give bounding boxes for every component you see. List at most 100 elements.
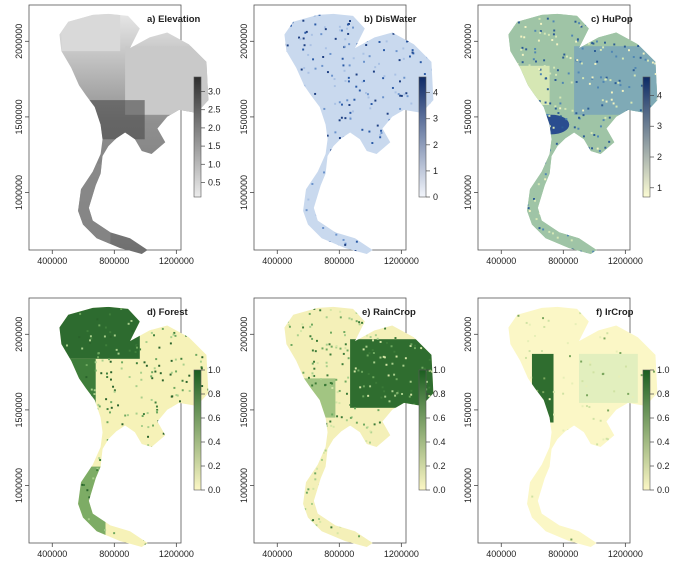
raster-cell: [311, 337, 314, 340]
raster-cell: [358, 535, 360, 538]
colorbar-tick-label: 2: [657, 152, 662, 162]
raster-cell: [402, 47, 405, 50]
raster-cell: [646, 198, 648, 201]
raster-cell: [322, 451, 325, 454]
raster-cell: [427, 36, 430, 39]
raster-cell: [534, 252, 537, 254]
raster-cell: [342, 352, 345, 355]
raster-cell: [323, 26, 326, 29]
raster-cell: [368, 352, 371, 355]
raster-cell: [623, 45, 626, 48]
raster-cell: [665, 55, 667, 57]
raster-cell: [598, 149, 601, 152]
raster-cell: [654, 62, 657, 65]
raster-cell: [98, 457, 101, 460]
raster-cell: [651, 54, 654, 57]
raster-cell: [658, 137, 660, 139]
raster-cell: [553, 29, 556, 32]
raster-cell: [173, 386, 176, 389]
raster-cell: [379, 133, 382, 136]
raster-cell: [537, 39, 540, 42]
raster-cell: [373, 423, 376, 426]
raster-cell: [594, 257, 596, 259]
raster-cell: [373, 361, 376, 364]
colorbar-tick-label: 0.2: [208, 461, 221, 471]
raster-cell: [577, 71, 580, 74]
raster-cell: [344, 242, 347, 245]
raster-cell: [354, 367, 357, 370]
raster-cell: [310, 520, 313, 522]
raster-cell: [135, 362, 138, 365]
raster-cell: [153, 367, 156, 370]
raster-cell: [442, 219, 444, 221]
raster-cell: [534, 47, 537, 50]
raster-cell: [647, 238, 650, 241]
raster-cell: [211, 523, 213, 525]
raster-cell: [530, 376, 533, 379]
raster-cell: [521, 53, 524, 56]
raster-cell: [414, 208, 417, 211]
raster-cell: [632, 34, 635, 37]
raster-cell: [170, 359, 173, 362]
raster-cell: [410, 102, 413, 105]
raster-cell: [394, 73, 397, 76]
raster-cell: [636, 128, 639, 130]
raster-cell: [636, 16, 639, 19]
raster-cell: [316, 362, 319, 365]
raster-cell: [346, 27, 349, 30]
raster-cell: [562, 429, 565, 432]
raster-cell: [606, 332, 609, 335]
raster-cell: [393, 350, 396, 353]
raster-cell: [593, 134, 596, 136]
panel-f-ircrop: f) IrCrop: [477, 297, 658, 547]
raster-cell: [609, 79, 612, 82]
raster-cell: [366, 354, 369, 357]
raster-cell: [660, 53, 662, 55]
raster-cell: [199, 540, 202, 543]
raster-cell: [437, 207, 439, 209]
y-tick-label: 1500000: [14, 99, 24, 134]
raster-cell: [90, 337, 93, 340]
raster-cell: [308, 312, 311, 315]
raster-cell: [347, 76, 350, 79]
raster-cell: [638, 177, 641, 180]
raster-cell: [652, 370, 655, 373]
raster-cell: [391, 362, 394, 365]
raster-cell: [344, 343, 347, 346]
raster-cell: [198, 317, 201, 320]
raster-cell: [656, 193, 658, 196]
raster-cell: [335, 345, 338, 348]
y-tick-label: 2000000: [463, 24, 473, 59]
raster-cell: [426, 504, 429, 507]
raster-cell: [349, 116, 352, 119]
raster-cell: [427, 55, 430, 58]
raster-cell: [569, 355, 571, 358]
raster-cell: [636, 195, 639, 198]
raster-cell: [417, 537, 420, 540]
raster-cell: [322, 56, 325, 58]
raster-cell: [383, 390, 386, 393]
raster-cell: [548, 230, 551, 233]
x-tick-label: 400000: [37, 256, 67, 266]
raster-cell: [432, 316, 434, 319]
raster-cell: [416, 528, 419, 531]
raster-cell: [372, 376, 375, 379]
raster-cell: [547, 319, 550, 322]
raster-cell: [605, 100, 608, 103]
raster-cell: [334, 37, 337, 40]
raster-cell: [305, 30, 308, 33]
raster-cell: [428, 349, 430, 352]
raster-cell: [442, 346, 444, 348]
raster-cell: [188, 315, 191, 318]
raster-cell: [362, 395, 365, 398]
raster-cell: [158, 346, 161, 349]
raster-cell: [546, 17, 549, 20]
raster-cell: [319, 520, 322, 523]
y-tick-label: 2000000: [463, 317, 473, 352]
panel-title: f) IrCrop: [596, 307, 634, 318]
raster-cell: [430, 166, 433, 169]
raster-cell: [312, 58, 315, 61]
raster-cell: [313, 360, 316, 363]
raster-cell: [325, 343, 328, 346]
raster-cell: [355, 311, 358, 314]
